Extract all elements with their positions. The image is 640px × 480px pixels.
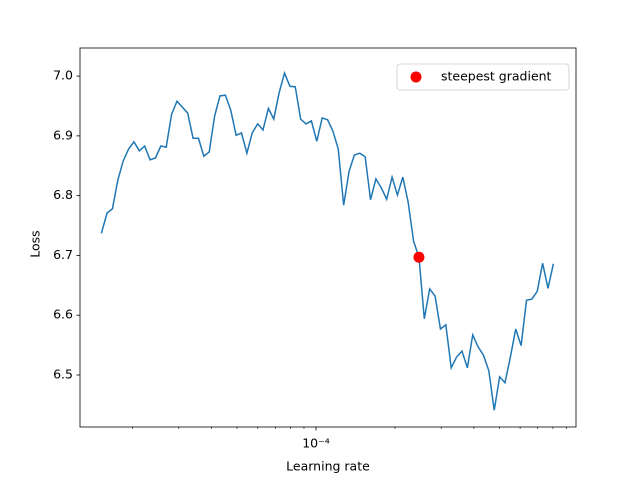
y-tick-label: 6.8: [53, 187, 73, 202]
loss-line: [100, 70, 555, 411]
marker-point: [413, 251, 425, 263]
x-tick-label: 10⁻⁴: [302, 436, 330, 451]
x-axis-label: Learning rate: [286, 459, 370, 474]
legend-label: steepest gradient: [441, 69, 552, 84]
y-tick-label: 6.9: [53, 127, 73, 142]
y-tick-label: 6.7: [53, 247, 73, 262]
y-tick-label: 6.6: [53, 307, 73, 322]
y-tick-label: 6.5: [53, 366, 73, 381]
y-axis-label: Loss: [28, 230, 43, 257]
axes-frame: [79, 47, 577, 428]
legend-marker: [410, 71, 422, 83]
y-tick-label: 7.0: [53, 68, 73, 83]
legend-box: [396, 63, 570, 91]
